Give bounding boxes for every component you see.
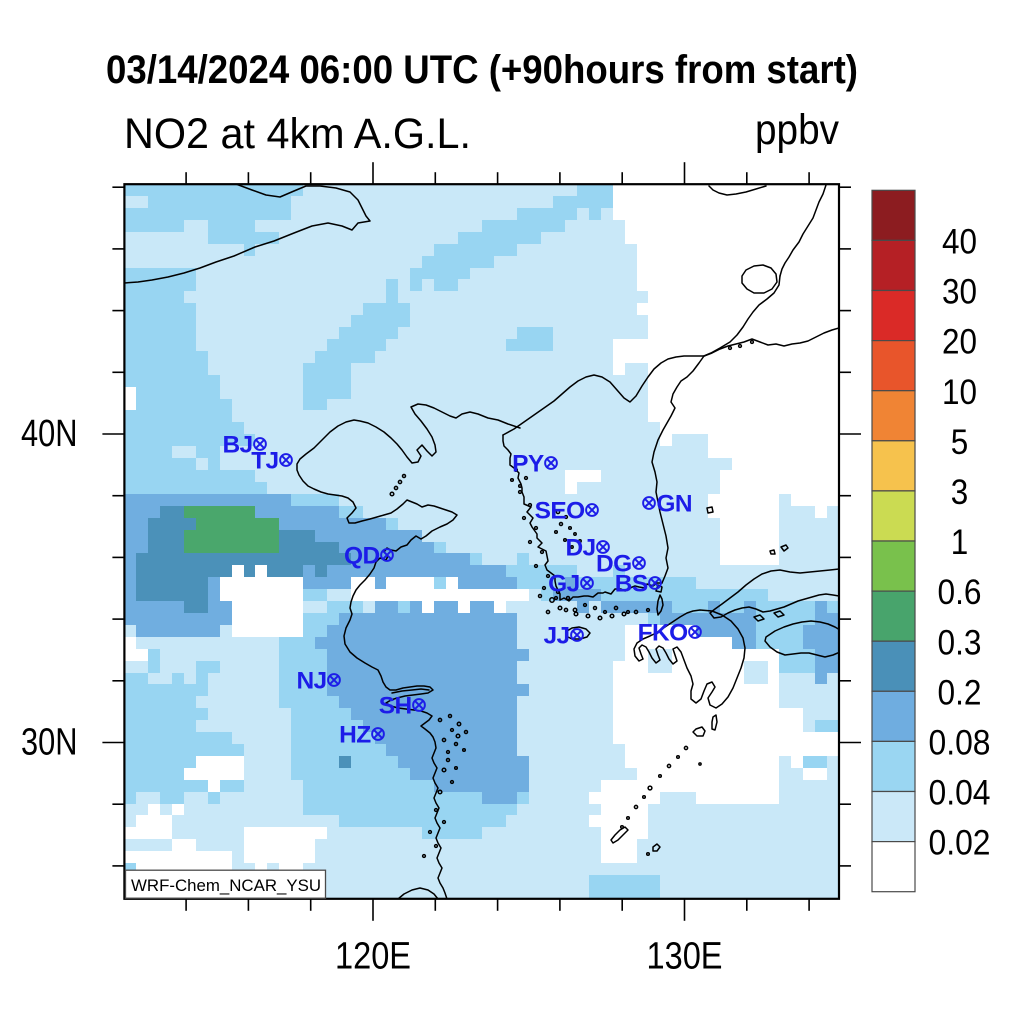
svg-text:BS: BS — [615, 571, 648, 598]
svg-text:PY: PY — [512, 451, 544, 478]
svg-text:ppbv: ppbv — [755, 106, 839, 154]
svg-text:03/14/2024 06:00 UTC (+90hours: 03/14/2024 06:00 UTC (+90hours from star… — [106, 48, 858, 92]
svg-text:0.6: 0.6 — [938, 573, 982, 612]
svg-text:3: 3 — [951, 473, 969, 512]
svg-text:0.3: 0.3 — [938, 623, 982, 662]
svg-text:30N: 30N — [21, 722, 78, 764]
svg-text:NJ: NJ — [296, 668, 326, 695]
svg-text:0.04: 0.04 — [929, 774, 991, 813]
svg-text:120E: 120E — [335, 936, 411, 978]
svg-text:0.02: 0.02 — [929, 824, 991, 863]
svg-text:GJ: GJ — [548, 571, 579, 598]
svg-text:WRF-Chem_NCAR_YSU: WRF-Chem_NCAR_YSU — [131, 877, 321, 895]
svg-text:SH: SH — [379, 693, 412, 720]
svg-text:HZ: HZ — [339, 722, 371, 749]
svg-text:20: 20 — [942, 323, 977, 362]
svg-text:DG: DG — [596, 551, 632, 578]
svg-text:FKO: FKO — [638, 620, 688, 647]
svg-text:SEO: SEO — [535, 498, 585, 525]
svg-text:GN: GN — [656, 491, 692, 518]
svg-text:40N: 40N — [21, 413, 78, 455]
svg-text:0.2: 0.2 — [938, 673, 982, 712]
svg-text:30: 30 — [942, 273, 977, 312]
svg-text:130E: 130E — [647, 936, 723, 978]
svg-text:40: 40 — [942, 223, 977, 262]
svg-text:QD: QD — [344, 543, 380, 570]
svg-text:1: 1 — [951, 523, 969, 562]
svg-text:JJ: JJ — [544, 623, 570, 650]
svg-text:BJ: BJ — [222, 432, 252, 459]
svg-text:TJ: TJ — [251, 448, 278, 475]
svg-text:5: 5 — [951, 423, 969, 462]
svg-text:NO2 at 4km A.G.L.: NO2 at 4km A.G.L. — [124, 110, 471, 158]
svg-text:0.08: 0.08 — [929, 724, 991, 763]
svg-text:10: 10 — [942, 373, 977, 412]
svg-text:DJ: DJ — [565, 535, 595, 562]
